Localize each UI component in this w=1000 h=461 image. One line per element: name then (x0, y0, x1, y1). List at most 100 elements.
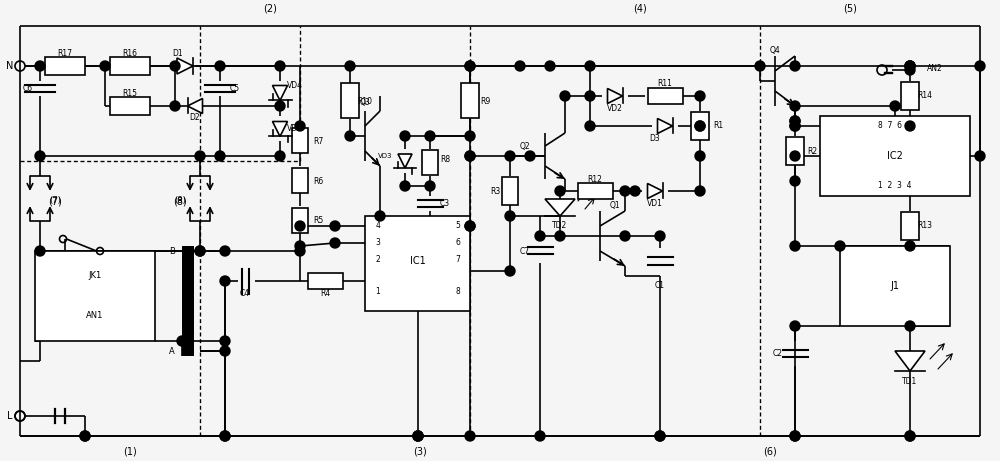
Circle shape (620, 186, 630, 196)
Polygon shape (177, 58, 193, 74)
Circle shape (100, 61, 110, 71)
Circle shape (35, 246, 45, 256)
Text: 6: 6 (456, 238, 460, 248)
Text: C4: C4 (240, 289, 250, 297)
Text: VD3: VD3 (378, 153, 392, 159)
Text: Q4: Q4 (770, 47, 780, 55)
Bar (341, 83, 359, 118)
Text: R6: R6 (313, 177, 323, 185)
Text: C3: C3 (440, 200, 450, 208)
Circle shape (905, 431, 915, 441)
Text: (8): (8) (174, 196, 186, 206)
Circle shape (790, 61, 800, 71)
Circle shape (695, 121, 705, 131)
Circle shape (655, 431, 665, 441)
Text: TD1: TD1 (902, 377, 918, 385)
Circle shape (465, 61, 475, 71)
Circle shape (330, 238, 340, 248)
Text: R15: R15 (122, 89, 138, 97)
Polygon shape (895, 351, 925, 371)
Text: C1: C1 (655, 282, 665, 290)
Circle shape (505, 211, 515, 221)
Circle shape (465, 221, 475, 231)
Circle shape (975, 151, 985, 161)
Circle shape (413, 431, 423, 441)
Circle shape (555, 186, 565, 196)
Text: 8  7  6  5: 8 7 6 5 (878, 122, 912, 130)
Circle shape (215, 151, 225, 161)
Text: 3: 3 (376, 238, 380, 248)
Text: TD2: TD2 (552, 221, 568, 230)
Text: R8: R8 (440, 154, 450, 164)
Text: J1: J1 (891, 281, 900, 291)
Circle shape (345, 131, 355, 141)
Circle shape (905, 65, 915, 75)
Circle shape (170, 101, 180, 111)
Circle shape (195, 246, 205, 256)
Text: 1: 1 (376, 286, 380, 296)
Text: Q3: Q3 (360, 99, 370, 107)
Circle shape (177, 336, 187, 346)
Bar (182, 246, 194, 356)
Text: VD5: VD5 (287, 124, 303, 134)
Circle shape (790, 121, 800, 131)
Circle shape (170, 61, 180, 71)
Circle shape (790, 151, 800, 161)
Text: R5: R5 (313, 217, 323, 225)
Circle shape (905, 61, 915, 71)
Text: AN1: AN1 (86, 312, 104, 320)
Text: 1  2  3  4: 1 2 3 4 (878, 182, 912, 190)
Circle shape (905, 321, 915, 331)
Circle shape (275, 151, 285, 161)
Circle shape (220, 431, 230, 441)
Circle shape (630, 186, 640, 196)
Circle shape (275, 101, 285, 111)
Circle shape (655, 231, 665, 241)
Text: D3: D3 (650, 135, 660, 143)
Bar (35, 251, 155, 341)
Circle shape (505, 266, 515, 276)
Circle shape (275, 61, 285, 71)
Bar (461, 83, 479, 118)
Text: D1: D1 (173, 48, 183, 58)
Circle shape (890, 101, 900, 111)
Circle shape (400, 131, 410, 141)
Circle shape (400, 181, 410, 191)
Bar (110, 57, 150, 75)
Text: (5): (5) (843, 4, 857, 14)
Bar (840, 246, 950, 326)
Circle shape (905, 61, 915, 71)
Bar (308, 273, 342, 289)
Circle shape (465, 431, 475, 441)
Text: (1): (1) (123, 446, 137, 456)
Circle shape (220, 431, 230, 441)
Text: R2: R2 (807, 147, 817, 155)
Circle shape (585, 121, 595, 131)
Bar (578, 183, 612, 199)
Bar (648, 88, 682, 104)
Text: B: B (169, 247, 175, 255)
Bar (691, 112, 709, 140)
Circle shape (295, 246, 305, 256)
Bar (901, 212, 919, 240)
Circle shape (465, 151, 475, 161)
Circle shape (585, 91, 595, 101)
Circle shape (790, 116, 800, 126)
Circle shape (695, 151, 705, 161)
Circle shape (80, 431, 90, 441)
Circle shape (465, 61, 475, 71)
Text: L: L (7, 411, 13, 421)
Polygon shape (648, 183, 662, 199)
Text: 7: 7 (456, 254, 460, 264)
Circle shape (425, 181, 435, 191)
Text: JK1: JK1 (88, 272, 102, 280)
Text: Q1: Q1 (610, 201, 620, 211)
Circle shape (655, 431, 665, 441)
Circle shape (425, 131, 435, 141)
Bar (110, 97, 150, 115)
Text: R7: R7 (313, 136, 323, 146)
Bar (901, 82, 919, 110)
Text: R14: R14 (918, 91, 932, 100)
Circle shape (295, 221, 305, 231)
Polygon shape (608, 89, 622, 104)
